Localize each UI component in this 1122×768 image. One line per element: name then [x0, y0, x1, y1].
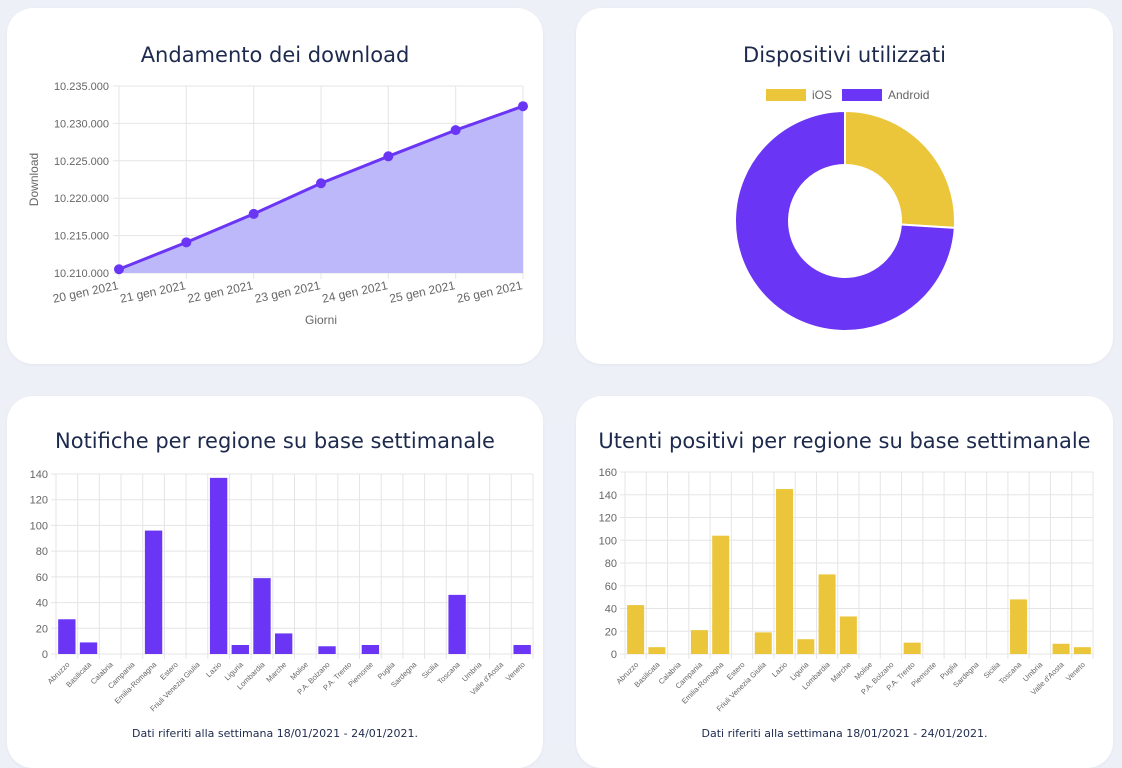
y-tick-label: 40: [605, 604, 617, 616]
bar-piemonte: [361, 645, 380, 654]
y-tick-label: 80: [605, 558, 617, 570]
y-axis-title: Download: [27, 153, 41, 206]
notifiche-footnote: Dati riferiti alla settimana 18/01/2021 …: [132, 727, 418, 740]
y-tick-label: 100: [599, 535, 617, 547]
y-tick-label: 10.215.000: [54, 231, 109, 243]
x-tick-label: 25 gen 2021: [388, 278, 457, 306]
legend-label-android: Android: [888, 88, 929, 102]
legend-label-ios: iOS: [812, 88, 832, 102]
downloads-data-point: [518, 101, 528, 112]
x-tick-label: 26 gen 2021: [455, 278, 524, 306]
y-tick-label: 20: [605, 626, 617, 638]
y-tick-label: 20: [36, 623, 48, 635]
notifiche-card: Notifiche per regione su base settimanal…: [7, 396, 543, 768]
bar-veneto: [513, 645, 531, 654]
bar-toscana: [1010, 599, 1028, 654]
x-tick-label: 23 gen 2021: [253, 278, 322, 306]
doughnut-slice-android: [734, 109, 956, 332]
y-tick-label: 120: [599, 513, 617, 525]
bar-toscana: [448, 594, 466, 654]
downloads-chart-title: Andamento dei download: [140, 43, 410, 67]
bar-lombardia: [253, 578, 271, 654]
x-tick-label: Lazio: [770, 660, 789, 679]
downloads-data-point: [316, 178, 326, 189]
downloads-data-point: [383, 151, 394, 162]
downloads-data-point: [114, 264, 124, 275]
bar-lazio: [209, 477, 228, 654]
bar-basilicata: [79, 642, 98, 654]
y-tick-label: 60: [36, 572, 48, 584]
x-axis-title: Giorni: [305, 313, 337, 327]
y-tick-label: 60: [605, 581, 617, 593]
x-tick-label: Veneto: [504, 660, 527, 683]
x-tick-label: 20 gen 2021: [51, 278, 120, 306]
x-tick-label: Marche: [829, 660, 853, 684]
bar-marche: [839, 616, 857, 654]
y-tick-label: 40: [36, 598, 48, 610]
legend-swatch-android: [842, 89, 882, 101]
y-tick-label: 10.220.000: [54, 193, 109, 205]
x-tick-label: Lazio: [204, 660, 223, 679]
x-tick-label: Toscana: [997, 659, 1024, 686]
bar-friuli-venezia-giulia: [754, 632, 772, 654]
y-tick-label: 120: [30, 495, 48, 507]
y-tick-label: 100: [30, 520, 48, 532]
devices-chart-title: Dispositivi utilizzati: [743, 43, 946, 67]
y-tick-label: 140: [599, 490, 617, 502]
bar-marche: [274, 633, 293, 654]
downloads-line-chart: 10.210.000 10.215.000 10.220.000 10.225.000…: [27, 81, 528, 327]
bar-lombardia: [818, 574, 836, 654]
bar-p-a-bolzano: [318, 646, 336, 654]
x-tick-label: 22 gen 2021: [186, 278, 255, 306]
devices-doughnut-chart: iOS Android: [734, 88, 956, 332]
downloads-area: [119, 106, 523, 273]
x-tick-label: Marche: [264, 660, 288, 684]
doughnut-slice-ios: [844, 109, 956, 229]
notifiche-chart-title: Notifiche per regione su base settimanal…: [55, 429, 495, 453]
bar-lazio: [776, 489, 794, 654]
devices-card: Dispositivi utilizzati iOS Android: [576, 8, 1113, 364]
y-tick-label: 0: [611, 649, 617, 661]
bar-veneto: [1073, 647, 1091, 654]
y-tick-label: 140: [30, 469, 48, 481]
x-tick-label: 21 gen 2021: [119, 278, 188, 306]
y-tick-label: 10.235.000: [54, 81, 109, 93]
downloads-data-point: [181, 237, 192, 248]
y-tick-label: 80: [36, 546, 48, 558]
legend-swatch-ios: [766, 89, 806, 101]
positivi-bar-chart: 020406080100120140160AbruzzoBasilicataCa…: [599, 467, 1094, 713]
bar-liguria: [797, 639, 815, 654]
bar-abruzzo: [58, 619, 76, 654]
downloads-data-point: [450, 125, 461, 136]
bar-emilia-romagna: [712, 535, 730, 654]
y-tick-label: 0: [42, 649, 48, 661]
positivi-chart-title: Utenti positivi per regione su base sett…: [598, 429, 1091, 453]
x-tick-label: Toscana: [436, 659, 463, 686]
bar-p-a-trento: [903, 642, 921, 654]
bar-emilia-romagna: [144, 530, 163, 654]
bar-liguria: [231, 645, 249, 654]
y-tick-label: 10.225.000: [54, 156, 109, 168]
notifiche-bar-chart: 020406080100120140AbruzzoBasilicataCalab…: [30, 469, 534, 713]
positivi-card: Utenti positivi per regione su base sett…: [576, 396, 1113, 768]
bar-valle-d-aosta: [1052, 643, 1070, 654]
x-tick-label: Veneto: [1064, 660, 1087, 683]
downloads-card: Andamento dei download 10.210.000 10.215.…: [7, 8, 543, 364]
bar-abruzzo: [627, 605, 645, 654]
bar-campania: [690, 630, 708, 654]
positivi-footnote: Dati riferiti alla settimana 18/01/2021 …: [701, 727, 988, 740]
y-tick-label: 160: [599, 467, 617, 479]
bar-basilicata: [648, 647, 666, 654]
x-tick-label: 24 gen 2021: [321, 278, 390, 306]
downloads-data-point: [248, 208, 259, 219]
y-tick-label: 10.210.000: [54, 268, 109, 280]
y-tick-label: 10.230.000: [54, 118, 109, 130]
